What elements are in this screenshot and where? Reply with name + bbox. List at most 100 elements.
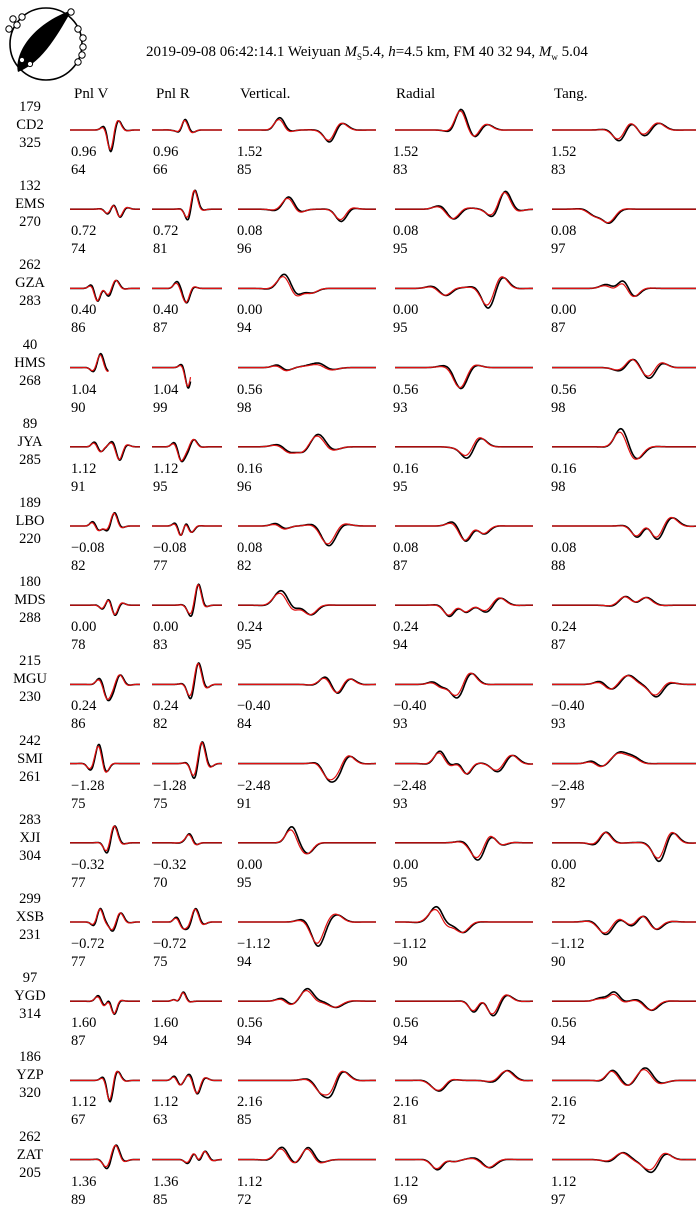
- synthetic-trace-pnl-r: [152, 523, 222, 536]
- observed-trace-vertical: [238, 825, 376, 855]
- correlation-value: 95: [153, 478, 168, 495]
- time-shift-value: 1.12: [393, 1173, 419, 1190]
- synthetic-trace-pnl-r: [152, 189, 222, 218]
- correlation-value: 66: [153, 162, 168, 178]
- synthetic-trace-tangential: [552, 1068, 696, 1086]
- focal-mechanism-beachball: [5, 7, 87, 81]
- correlation-value: 94: [153, 1033, 168, 1050]
- time-shift-value: −0.08: [153, 540, 187, 556]
- time-shift-value: −0.32: [71, 856, 105, 873]
- observed-trace-pnl-r: [152, 189, 222, 221]
- synthetic-trace-pnl-r: [152, 1150, 222, 1163]
- observed-trace-vertical: [238, 433, 376, 454]
- synthetic-trace-vertical: [238, 990, 376, 1008]
- column-header-tangential: Tang.: [554, 86, 588, 102]
- time-shift-value: 0.00: [71, 619, 97, 636]
- correlation-value: 93: [393, 399, 408, 416]
- time-shift-value: 0.00: [393, 856, 419, 873]
- observed-trace-pnl-v: [70, 598, 140, 616]
- time-shift-value: 1.52: [237, 144, 263, 160]
- synthetic-trace-vertical: [238, 435, 376, 454]
- time-shift-value: −2.48: [237, 777, 271, 794]
- synthetic-trace-radial: [395, 835, 533, 859]
- correlation-value: 67: [71, 1112, 86, 1129]
- column-header-pnl-v: Pnl V: [74, 86, 109, 102]
- synthetic-trace-radial: [395, 597, 533, 616]
- observed-trace-pnl-r: [152, 907, 222, 931]
- correlation-value: 82: [71, 558, 86, 574]
- station-name: HMS: [14, 354, 46, 371]
- synthetic-trace-pnl-v: [70, 205, 140, 218]
- station-distance: 230: [19, 689, 41, 706]
- correlation-value: 75: [153, 954, 168, 970]
- correlation-value: 94: [237, 320, 252, 337]
- station-distance: 288: [19, 610, 41, 627]
- observed-trace-pnl-v: [70, 511, 140, 532]
- synthetic-trace-vertical: [238, 118, 376, 141]
- station-distance: 268: [19, 372, 41, 389]
- correlation-value: 87: [551, 320, 566, 337]
- synthetic-trace-tangential: [552, 674, 696, 696]
- station-name: JYA: [17, 433, 43, 450]
- station-azimuth: 262: [19, 1128, 41, 1145]
- observed-trace-tangential: [552, 517, 696, 541]
- correlation-value: 97: [551, 241, 566, 258]
- synthetic-trace-vertical: [238, 1148, 376, 1164]
- synthetic-trace-pnl-r: [152, 834, 222, 846]
- time-shift-value: −0.40: [551, 698, 585, 715]
- synthetic-trace-pnl-v: [70, 442, 140, 461]
- observed-trace-pnl-r: [152, 740, 222, 780]
- correlation-value: 77: [71, 954, 86, 970]
- correlation-value: 63: [153, 1112, 168, 1129]
- synthetic-trace-tangential: [552, 752, 696, 768]
- station-azimuth: 186: [19, 1049, 41, 1066]
- ms-subscript: S: [357, 52, 363, 62]
- observed-trace-pnl-r: [152, 1073, 222, 1095]
- correlation-value: 95: [393, 241, 408, 258]
- correlation-value: 88: [551, 558, 566, 574]
- time-shift-value: 0.16: [551, 460, 577, 477]
- time-shift-value: 0.08: [393, 540, 419, 556]
- station-azimuth: 132: [19, 178, 41, 195]
- time-shift-value: 0.24: [393, 619, 419, 636]
- time-shift-value: 0.00: [237, 856, 263, 873]
- station-distance: 320: [19, 1085, 41, 1102]
- time-shift-value: 0.08: [237, 223, 263, 240]
- time-shift-value: −2.48: [393, 777, 427, 794]
- observed-trace-pnl-r: [152, 280, 222, 304]
- ms-label: M: [344, 44, 358, 60]
- synthetic-trace-tangential: [552, 122, 696, 140]
- correlation-value: 72: [551, 1112, 566, 1129]
- synthetic-trace-radial: [395, 994, 533, 1015]
- observed-trace-tangential: [552, 358, 696, 380]
- time-shift-value: 1.12: [71, 460, 97, 477]
- time-shift-value: 0.56: [393, 1015, 419, 1032]
- correlation-value: 90: [393, 954, 408, 970]
- time-shift-value: 0.96: [71, 144, 97, 160]
- synthetic-trace-pnl-v: [70, 354, 109, 372]
- time-shift-value: 1.52: [551, 144, 577, 160]
- synthetic-trace-tangential: [552, 915, 696, 934]
- correlation-value: 97: [551, 795, 566, 812]
- station-name: EMS: [15, 196, 45, 213]
- observed-trace-pnl-v: [70, 279, 140, 302]
- synthetic-trace-tangential: [552, 283, 696, 298]
- station-name: MDS: [14, 592, 46, 609]
- observed-trace-pnl-v: [70, 204, 140, 218]
- station-name: CD2: [16, 117, 44, 133]
- correlation-value: 95: [237, 637, 252, 654]
- time-shift-value: −1.12: [393, 936, 427, 952]
- time-shift-value: 0.72: [71, 223, 97, 240]
- correlation-value: 94: [551, 1033, 566, 1050]
- correlation-value: 96: [237, 478, 252, 495]
- correlation-value: 93: [393, 795, 408, 812]
- event-datetime: 2019-09-08 06:42:14.1: [146, 44, 285, 60]
- synthetic-trace-pnl-v: [70, 908, 140, 931]
- synthetic-trace-pnl-v: [70, 745, 140, 773]
- time-shift-value: 0.24: [237, 619, 263, 636]
- observed-trace-tangential: [552, 674, 696, 698]
- station-azimuth: 283: [19, 811, 41, 828]
- column-header-pnl-r: Pnl R: [156, 86, 190, 102]
- station-distance: 283: [19, 293, 41, 310]
